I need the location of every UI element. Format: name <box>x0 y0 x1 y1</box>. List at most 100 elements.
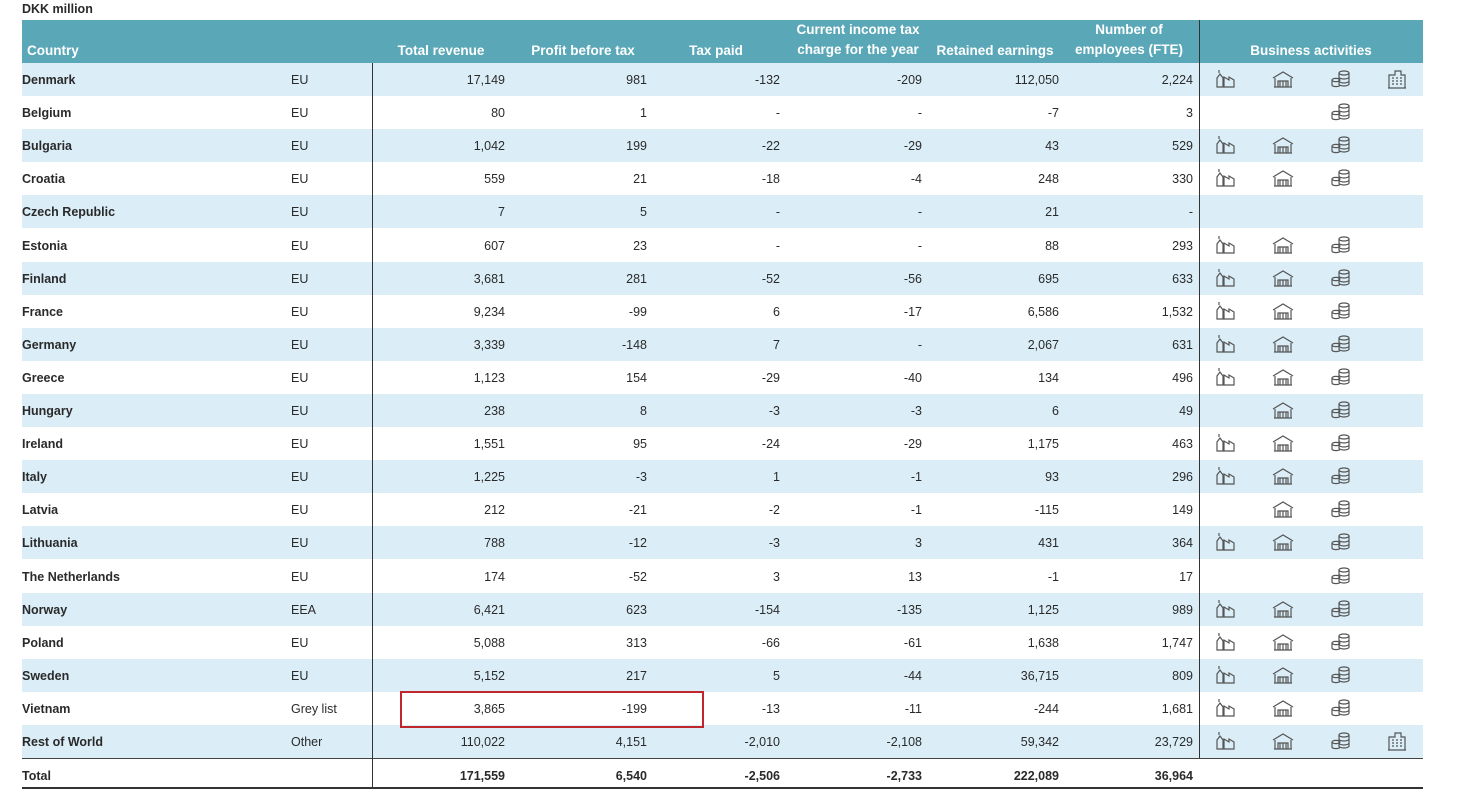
value-cell: 281 <box>626 271 647 286</box>
value-cell: 330 <box>1172 172 1193 187</box>
icon-shape <box>1216 466 1235 485</box>
activity-icon <box>1272 369 1294 386</box>
activity-icon <box>1272 402 1294 419</box>
icon-shape <box>1216 69 1235 88</box>
value-cell: 1,225 <box>473 470 505 485</box>
row-band <box>22 658 1423 692</box>
icon-shape <box>1272 435 1294 452</box>
value-cell: 463 <box>1172 437 1193 452</box>
activity-icon <box>1331 500 1350 518</box>
icon-shape <box>1331 599 1350 617</box>
activity-icon <box>1387 70 1407 89</box>
country: Vietnam <box>22 701 71 716</box>
region: EU <box>291 139 309 154</box>
country: The Netherlands <box>22 569 120 584</box>
total-label: Total <box>22 769 51 784</box>
activity-icon <box>1216 334 1235 353</box>
icon-shape <box>1272 600 1294 618</box>
country: Ireland <box>22 437 63 452</box>
value-cell: -29 <box>761 370 780 385</box>
rule <box>22 758 1423 760</box>
value-cell: 217 <box>626 668 647 683</box>
icon-shape <box>1331 566 1350 584</box>
icon-shape <box>1387 70 1407 89</box>
value-cell: -3 <box>910 404 922 418</box>
icon-shape <box>1216 731 1235 750</box>
value-cell: 248 <box>1038 172 1059 187</box>
icon-shape <box>1331 103 1350 121</box>
icon-shape <box>1272 336 1294 353</box>
icon-shape <box>1272 468 1294 485</box>
activity-icon <box>1272 634 1294 651</box>
activity-icon <box>1331 566 1350 584</box>
value-cell: -17 <box>903 304 922 319</box>
value-cell: 631 <box>1172 337 1193 352</box>
icon-shape <box>1216 135 1235 154</box>
col-divider <box>372 63 373 788</box>
activity-icon <box>1272 600 1294 618</box>
value-cell: 6 <box>773 304 780 319</box>
value-cell: - <box>775 238 780 253</box>
value-cell: 9,234 <box>473 304 505 319</box>
activity-icon <box>1331 335 1350 352</box>
country: Hungary <box>22 404 73 418</box>
value-cell: 238 <box>484 404 505 418</box>
icon-shape <box>1331 235 1350 253</box>
icon-shape <box>1331 500 1350 518</box>
region: EU <box>291 337 309 352</box>
country: Denmark <box>22 73 76 87</box>
icon-shape <box>1331 335 1350 352</box>
activity-icon <box>1216 367 1235 386</box>
icon-shape <box>1272 303 1294 320</box>
activity-icon <box>1331 599 1350 617</box>
activity-icon <box>1331 136 1350 154</box>
activity-icon <box>1272 170 1294 187</box>
value-cell: -12 <box>628 536 647 551</box>
icon-shape <box>1331 169 1350 187</box>
row-band <box>22 195 1423 229</box>
value-cell: 5 <box>773 668 780 683</box>
value-cell: 431 <box>1038 536 1059 551</box>
country: Czech Republic <box>22 205 116 220</box>
value-cell: - <box>917 337 922 352</box>
activity-icon <box>1216 665 1235 684</box>
value-cell: 3 <box>1186 106 1193 121</box>
col-divider <box>1199 20 1200 759</box>
value-cell: -52 <box>761 271 780 286</box>
highlight-box <box>400 691 704 728</box>
value-cell: -2,108 <box>886 735 922 749</box>
value-cell: -56 <box>903 271 922 286</box>
country: Rest of World <box>22 735 104 749</box>
icon-shape <box>1331 699 1350 717</box>
value-cell: -1 <box>910 470 922 485</box>
value-cell: 633 <box>1172 271 1193 286</box>
value-cell: 21 <box>1045 205 1059 220</box>
icon-shape <box>1331 302 1350 319</box>
activity-icon <box>1331 169 1350 187</box>
value-cell: -13 <box>761 701 780 716</box>
activity-icon <box>1272 733 1294 750</box>
row-band <box>22 526 1423 560</box>
value-cell: 110,022 <box>460 735 505 749</box>
icon-shape <box>1272 269 1294 287</box>
value-cell: 296 <box>1172 470 1193 485</box>
activity-icon <box>1331 533 1350 551</box>
country: Italy <box>22 470 48 485</box>
value-cell: 23 <box>633 238 647 253</box>
value-cell: -2 <box>768 503 780 518</box>
activity-icon <box>1331 70 1350 88</box>
activity-icon <box>1331 302 1350 319</box>
icon-shape <box>1331 533 1350 551</box>
activity-icon <box>1387 732 1407 751</box>
icon-shape <box>1331 666 1350 683</box>
value-cell: 364 <box>1172 536 1193 551</box>
value-cell: 1 <box>773 470 780 485</box>
value-cell: 7 <box>773 337 780 352</box>
value-cell: 80 <box>491 106 505 121</box>
total-cell: 36,964 <box>1154 769 1193 784</box>
icon-shape <box>1216 532 1235 551</box>
activity-icon <box>1216 69 1235 88</box>
unit-label: DKK million <box>22 2 93 16</box>
activity-icon <box>1331 235 1350 253</box>
icon-shape <box>1331 70 1350 88</box>
